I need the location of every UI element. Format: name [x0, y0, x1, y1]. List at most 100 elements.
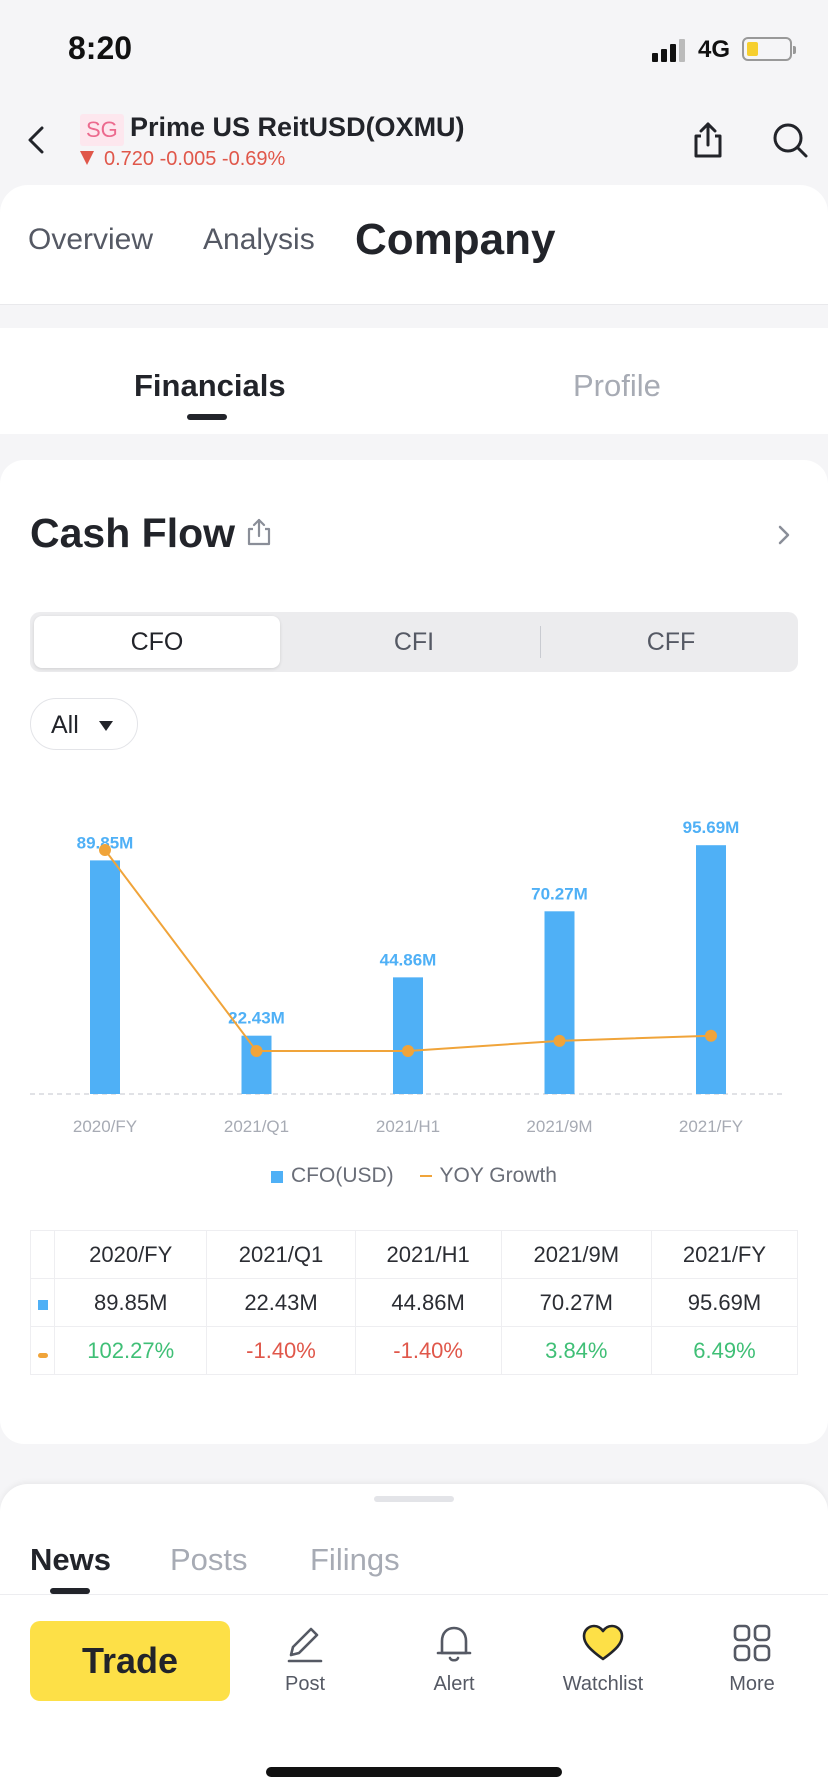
- legend-bar-swatch: [271, 1171, 283, 1184]
- table-cell: 3.84%: [500, 1326, 652, 1375]
- cash-flow-table: 2020/FY 2021/Q1 2021/H1 2021/9M 2021/FY …: [30, 1230, 799, 1375]
- bar-mark: [696, 845, 726, 1094]
- tab-news[interactable]: News: [30, 1542, 111, 1577]
- segment-cff[interactable]: CFF: [646, 628, 696, 656]
- share-icon: [694, 122, 722, 158]
- battery-icon: [742, 37, 796, 61]
- sub-tab-bar: Financials Profile: [0, 328, 828, 434]
- card-title: Cash Flow: [30, 510, 236, 556]
- table-row-marker: [30, 1326, 55, 1375]
- yoy-growth-point: [402, 1045, 414, 1057]
- yoy-growth-point: [99, 844, 111, 856]
- table-cell: 102.27%: [53, 1326, 208, 1375]
- cashflow-segment-control: CFO CFI CFF: [30, 612, 798, 672]
- chevron-right-icon: [778, 525, 790, 545]
- post-button[interactable]: Post: [245, 1619, 365, 1709]
- trade-button[interactable]: Trade: [30, 1621, 230, 1701]
- table-header-row: 2020/FY 2021/Q1 2021/H1 2021/9M 2021/FY: [30, 1230, 799, 1279]
- table-header-cell: 2021/FY: [650, 1230, 799, 1279]
- tab-company[interactable]: Company: [355, 215, 556, 264]
- home-indicator: [266, 1767, 562, 1777]
- tab-financials[interactable]: Financials: [134, 368, 286, 403]
- tab-profile[interactable]: Profile: [573, 368, 661, 403]
- chart-legend: CFO(USD) YOY Growth: [0, 1164, 828, 1194]
- table-header-cell: 2021/Q1: [206, 1230, 356, 1279]
- segment-divider: [540, 626, 541, 658]
- price: 0.720: [104, 148, 155, 170]
- tab-posts[interactable]: Posts: [170, 1542, 248, 1577]
- bar-mark: [90, 860, 120, 1094]
- price-change-pct: -0.69%: [221, 148, 286, 170]
- table-row-cfo: 89.85M 22.43M 44.86M 70.27M 95.69M: [30, 1278, 799, 1327]
- bar-mark: [393, 977, 423, 1094]
- chart-svg: 89.85M 2020/FY 22.43M 2021/Q1 44.86M 2021/H1 7…: [30, 818, 786, 1136]
- period-filter-dropdown[interactable]: All: [30, 698, 138, 750]
- bar-mark: [241, 1035, 272, 1094]
- segment-cfi[interactable]: CFI: [393, 628, 435, 656]
- card-share-button[interactable]: [244, 516, 274, 548]
- signal-icon: [652, 38, 688, 62]
- table-cell: 44.86M: [354, 1278, 502, 1327]
- chevron-left-icon: [28, 126, 44, 154]
- stock-title: Prime US ReitUSD(OXMU): [130, 112, 465, 142]
- market-badge: SG: [80, 114, 124, 146]
- pencil-icon: [287, 1627, 323, 1663]
- share-button[interactable]: [688, 118, 728, 162]
- x-tick-label: 2021/9M: [526, 1117, 592, 1136]
- watchlist-button[interactable]: Watchlist: [543, 1619, 663, 1709]
- table-cell: -1.40%: [206, 1326, 356, 1375]
- legend-label-cfo: CFO(USD): [291, 1164, 394, 1188]
- bar-data-label: 95.69M: [683, 818, 740, 837]
- x-tick-label: 2021/H1: [376, 1117, 440, 1136]
- tab-analysis[interactable]: Analysis: [203, 223, 315, 256]
- yoy-growth-point: [250, 1045, 263, 1057]
- table-header-cell: 2020/FY: [53, 1230, 208, 1279]
- table-header-cell: 2021/H1: [354, 1230, 502, 1279]
- bar-series-marker: [37, 1299, 48, 1310]
- more-label: More: [729, 1673, 775, 1695]
- search-icon: [773, 123, 808, 158]
- bar-data-label: 89.85M: [77, 833, 134, 852]
- table-row-yoy: 102.27% -1.40% -1.40% 3.84% 6.49%: [30, 1326, 799, 1375]
- tab-overview[interactable]: Overview: [28, 223, 154, 256]
- period-filter-value: All: [51, 711, 79, 739]
- search-button[interactable]: [768, 118, 812, 162]
- table-cell: -1.40%: [354, 1326, 502, 1375]
- bar-mark: [544, 911, 575, 1094]
- tab-filings[interactable]: Filings: [310, 1542, 400, 1577]
- table-cell: 6.49%: [650, 1326, 799, 1375]
- active-news-tab-indicator: [50, 1588, 90, 1594]
- card-detail-button[interactable]: [772, 520, 796, 550]
- caret-down-icon: [99, 721, 113, 731]
- price-change: -0.005: [159, 148, 217, 170]
- table-cell: 70.27M: [500, 1278, 652, 1327]
- legend-label-yoy: YOY Growth: [439, 1164, 558, 1188]
- segment-cfo[interactable]: CFO: [34, 616, 280, 668]
- legend-line-swatch: [419, 1175, 432, 1178]
- price-line: 0.720 -0.005 -0.69%: [80, 148, 285, 171]
- grid-icon: [733, 1624, 771, 1662]
- x-tick-label: 2020/FY: [73, 1117, 137, 1136]
- table-corner-cell: [30, 1230, 55, 1279]
- table-header-cell: 2021/9M: [500, 1230, 652, 1279]
- active-tab-indicator: [187, 414, 227, 420]
- yoy-growth-point: [705, 1029, 717, 1042]
- more-button[interactable]: More: [692, 1619, 812, 1709]
- bottom-toolbar: Trade Post Alert Watchlist More: [0, 1594, 828, 1792]
- yoy-growth-point: [553, 1034, 566, 1047]
- sheet-grabber[interactable]: [374, 1496, 454, 1502]
- cash-flow-chart: 89.85M 2020/FY 22.43M 2021/Q1 44.86M 2021/H1 7…: [0, 770, 828, 1136]
- line-series-marker: [37, 1352, 48, 1358]
- legend-item-yoy: YOY Growth: [419, 1164, 558, 1188]
- share-icon: [247, 518, 271, 546]
- alert-label: Alert: [433, 1673, 475, 1695]
- x-tick-label: 2021/FY: [679, 1117, 743, 1136]
- table-cell: 95.69M: [650, 1278, 799, 1327]
- status-bar: 8:20 4G: [0, 0, 828, 100]
- watchlist-label: Watchlist: [562, 1673, 644, 1695]
- back-button[interactable]: [18, 118, 58, 162]
- alert-button[interactable]: Alert: [394, 1619, 514, 1709]
- bell-icon: [436, 1626, 472, 1662]
- bar-data-label: 22.43M: [228, 1009, 285, 1028]
- heart-icon: [582, 1624, 624, 1661]
